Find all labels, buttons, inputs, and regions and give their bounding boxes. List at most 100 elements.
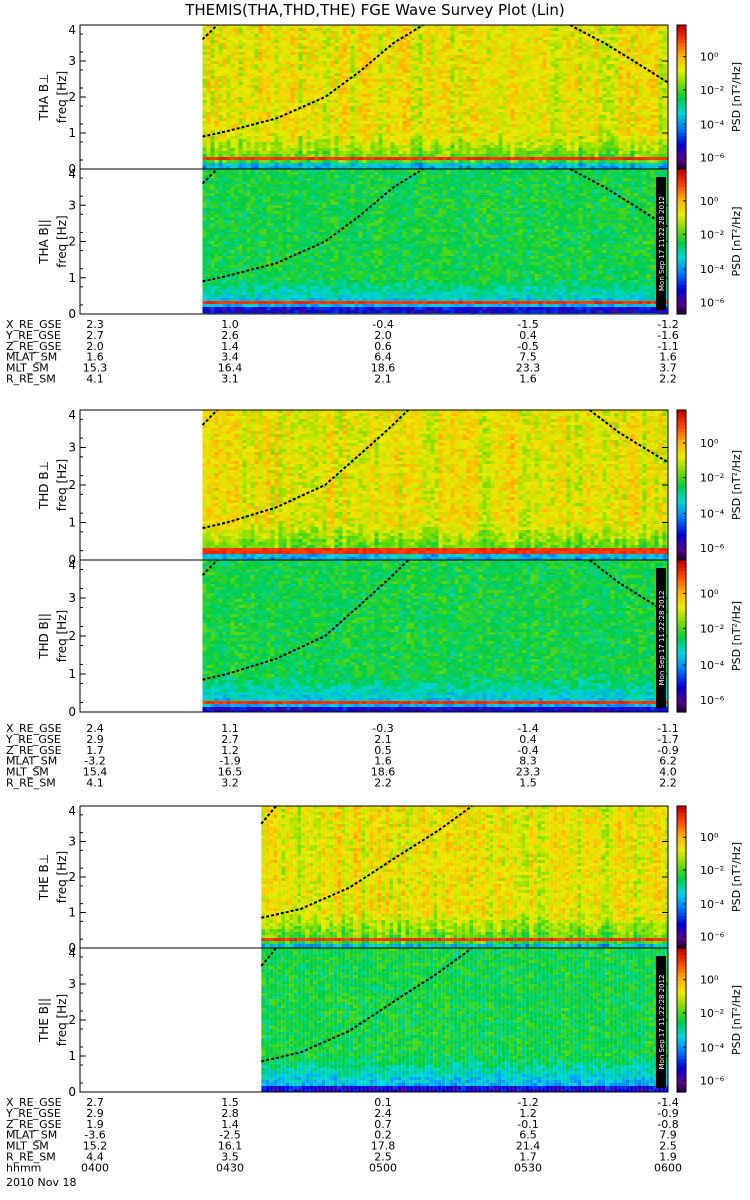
spectrogram-cell <box>550 160 555 163</box>
spectrogram-cell <box>274 88 279 91</box>
spectrogram-cell <box>582 49 587 52</box>
spectrogram-cell <box>462 31 467 34</box>
spectrogram-cell <box>410 130 415 133</box>
spectrogram-cell <box>386 70 391 73</box>
spectrogram-cell <box>278 133 283 136</box>
spectrogram-cell <box>586 136 591 139</box>
spectrogram-cell <box>334 52 339 55</box>
spectrogram-cell <box>374 139 379 142</box>
spectrogram-cell <box>554 61 559 64</box>
spectrogram-cell <box>574 40 579 43</box>
spectrogram-cell <box>302 100 307 103</box>
spectrogram-cell <box>362 73 367 76</box>
spectrogram-cell <box>202 55 207 58</box>
spectrogram-cell <box>430 154 435 157</box>
spectrogram-cell <box>210 49 215 52</box>
spectrogram-cell <box>550 148 555 151</box>
spectrogram-cell <box>378 64 383 67</box>
spectrogram-cell <box>234 25 239 28</box>
spectrogram-cell <box>466 154 471 157</box>
spectrogram-cell <box>262 49 267 52</box>
spectrogram-cell <box>542 40 547 43</box>
spectrogram-cell <box>474 97 479 100</box>
spectrogram-cell <box>434 94 439 97</box>
spectrogram-cell <box>562 79 567 82</box>
spectrogram-cell <box>422 109 427 112</box>
spectrogram-cell <box>218 40 223 43</box>
spectrogram-cell <box>454 142 459 145</box>
spectrogram-cell <box>390 97 395 100</box>
spectrogram-cell <box>490 73 495 76</box>
spectrogram-cell <box>294 148 299 151</box>
spectrogram-cell <box>422 157 427 160</box>
spectrogram-cell <box>366 112 371 115</box>
spectrogram-cell <box>246 118 251 121</box>
spectrogram-cell <box>502 85 507 88</box>
spectrogram-cell <box>494 79 499 82</box>
spectrogram-cell <box>450 103 455 106</box>
spectrogram-cell <box>346 163 351 166</box>
spectrogram-cell <box>458 55 463 58</box>
spectrogram-cell <box>270 121 275 124</box>
spectrogram-cell <box>226 79 231 82</box>
spectrogram-cell <box>474 154 479 157</box>
spectrogram-cell <box>430 40 435 43</box>
spectrogram-cell <box>278 118 283 121</box>
spectrogram-cell <box>498 61 503 64</box>
spectrogram-cell <box>562 139 567 142</box>
spectrogram-cell <box>354 103 359 106</box>
spectrogram-cell <box>314 148 319 151</box>
spectrogram-cell <box>202 151 207 154</box>
spectrogram-cell <box>278 55 283 58</box>
spectrogram-cell <box>274 118 279 121</box>
spectrogram-cell <box>298 163 303 166</box>
spectrogram-cell <box>326 79 331 82</box>
spectrogram-cell <box>306 91 311 94</box>
spectrogram-cell <box>462 145 467 148</box>
spectrogram-cell <box>498 151 503 154</box>
spectrogram-cell <box>602 49 607 52</box>
spectrogram-cell <box>326 49 331 52</box>
spectrogram-cell <box>438 82 443 85</box>
spectrogram-cell <box>474 34 479 37</box>
spectrogram-cell <box>582 148 587 151</box>
spectrogram-cell <box>394 55 399 58</box>
spectrogram-cell <box>254 130 259 133</box>
spectrogram-cell <box>454 37 459 40</box>
spectrogram-cell <box>302 73 307 76</box>
spectrogram-cell <box>582 100 587 103</box>
spectrogram-cell <box>294 52 299 55</box>
spectrogram-cell <box>358 52 363 55</box>
spectrogram-cell <box>454 73 459 76</box>
spectrogram-cell <box>430 166 435 169</box>
spectrogram-cell <box>546 136 551 139</box>
spectrogram-cell <box>426 85 431 88</box>
spectrogram-cell <box>318 46 323 49</box>
spectrogram-cell <box>422 121 427 124</box>
spectrogram-cell <box>594 103 599 106</box>
spectrogram-cell <box>522 85 527 88</box>
spectrogram-cell <box>218 154 223 157</box>
spectrogram-cell <box>474 133 479 136</box>
spectrogram-cell <box>302 166 307 169</box>
spectrogram-cell <box>558 160 563 163</box>
spectrogram-cell <box>542 148 547 151</box>
spectrogram-cell <box>394 100 399 103</box>
spectrogram-cell <box>274 124 279 127</box>
spectrogram-cell <box>394 70 399 73</box>
spectrogram-cell <box>446 103 451 106</box>
spectrogram-cell <box>202 64 207 67</box>
spectrogram-cell <box>362 37 367 40</box>
spectrogram-cell <box>570 28 575 31</box>
spectrogram-cell <box>370 127 375 130</box>
spectrogram-cell <box>338 166 343 169</box>
spectrogram-cell <box>606 154 611 157</box>
spectrogram-cell <box>470 142 475 145</box>
spectrogram-cell <box>402 115 407 118</box>
spectrogram-cell <box>534 58 539 61</box>
spectrogram-cell <box>242 154 247 157</box>
spectrogram-cell <box>422 97 427 100</box>
spectrogram-cell <box>618 25 623 28</box>
spectrogram-cell <box>470 28 475 31</box>
spectrogram-cell <box>542 58 547 61</box>
